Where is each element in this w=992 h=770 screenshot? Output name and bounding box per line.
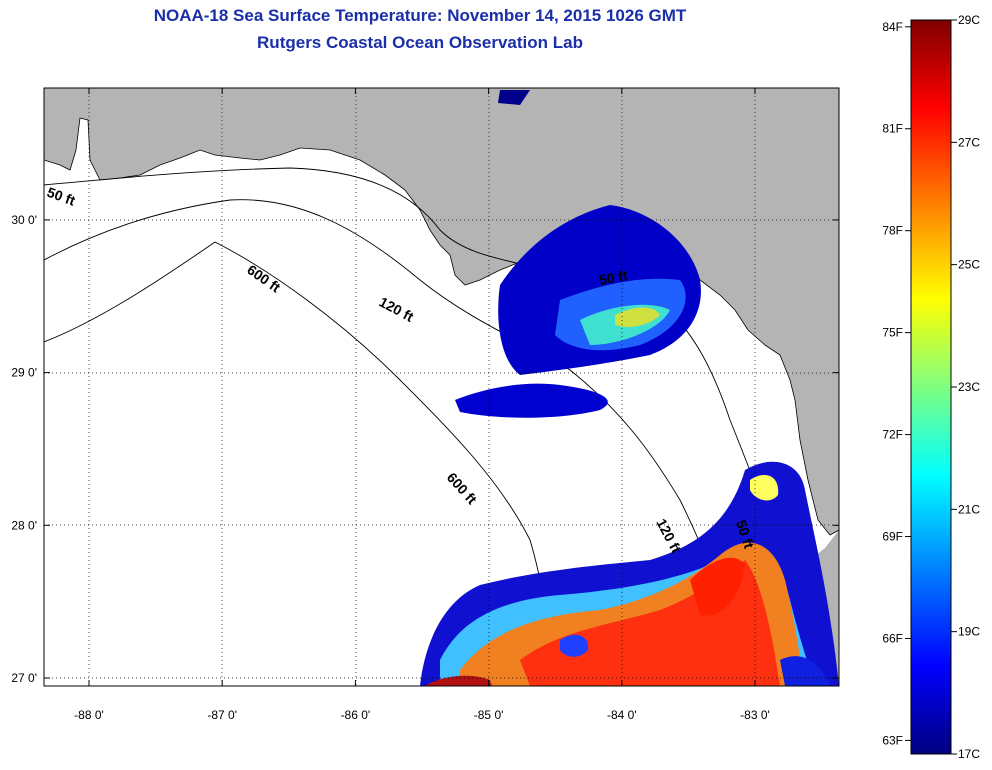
celsius-label: 19C (958, 625, 980, 639)
celsius-label: 23C (958, 380, 980, 394)
lat-tick-label: 30 0' (11, 213, 37, 227)
lon-tick-label: -85 0' (474, 708, 504, 722)
fahrenheit-label: 78F (882, 224, 903, 238)
map-title: NOAA-18 Sea Surface Temperature: Novembe… (153, 6, 687, 25)
map-frame (43, 87, 840, 687)
sst-south-patch (420, 461, 839, 686)
sst-north-patch (455, 90, 701, 418)
lon-tick-label: -86 0' (341, 708, 371, 722)
contour-label: 50 ft (598, 267, 629, 288)
axis-ticks: -88 0' -87 0' -86 0' -85 0' -84 0' -83 0' 27 0… (11, 88, 839, 722)
celsius-label: 25C (958, 258, 980, 272)
map-grid (44, 88, 839, 686)
fahrenheit-label: 63F (882, 733, 903, 747)
fahrenheit-label: 69F (882, 530, 903, 544)
celsius-label: 27C (958, 135, 980, 149)
lon-tick-label: -84 0' (607, 708, 637, 722)
fahrenheit-label: 75F (882, 326, 903, 340)
lon-tick-label: -87 0' (207, 708, 237, 722)
lat-tick-label: 28 0' (11, 518, 37, 532)
map-subtitle: Rutgers Coastal Ocean Observation Lab (257, 33, 583, 52)
celsius-label: 17C (958, 747, 980, 761)
celsius-label: 29C (958, 13, 980, 27)
lat-tick-label: 27 0' (11, 671, 37, 685)
lon-tick-label: -83 0' (740, 708, 770, 722)
fahrenheit-label: 66F (882, 631, 903, 645)
colorbar-ticks: 29C 27C 25C 23C 21C 19C 17C 84F 81F 78F 75F 72F 69F 6… (882, 13, 980, 761)
land (44, 88, 839, 536)
fahrenheit-label: 81F (882, 122, 903, 136)
fahrenheit-label: 84F (882, 20, 903, 34)
lat-tick-label: 29 0' (11, 366, 37, 380)
fahrenheit-label: 72F (882, 428, 903, 442)
celsius-label: 21C (958, 502, 980, 516)
lon-tick-label: -88 0' (74, 708, 104, 722)
colorbar (910, 19, 952, 755)
